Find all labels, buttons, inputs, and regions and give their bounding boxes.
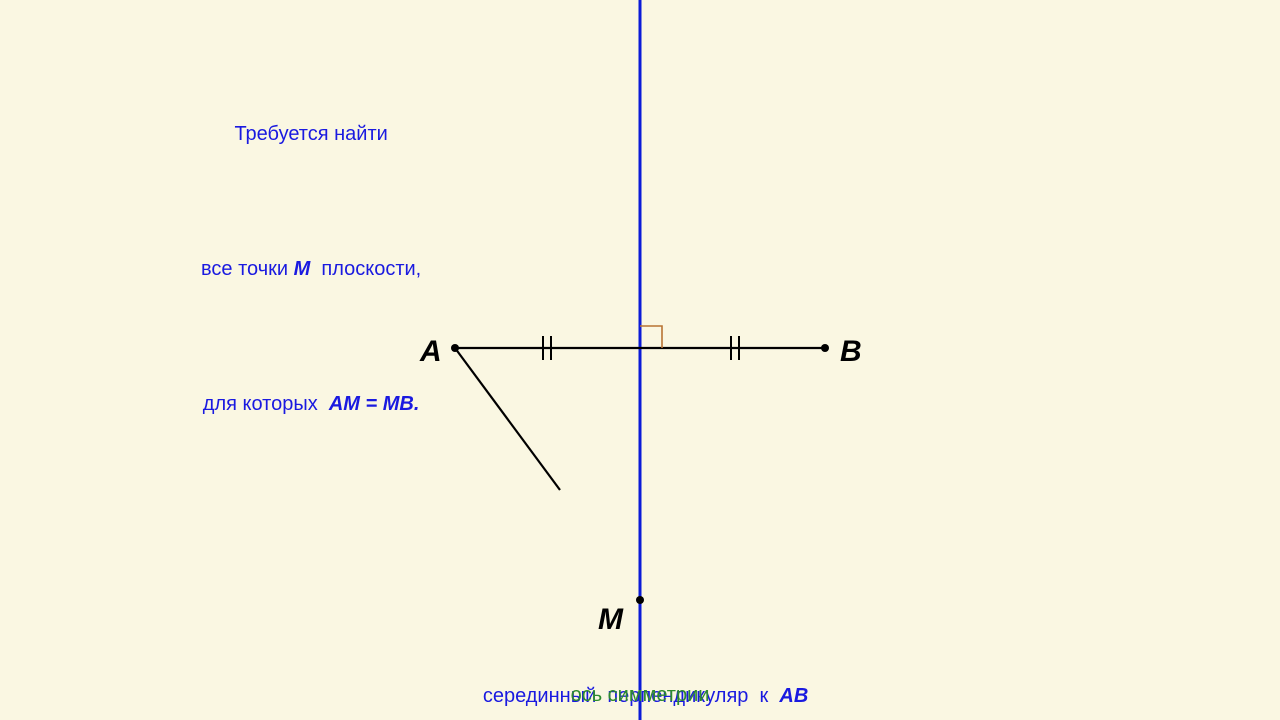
point-A	[451, 344, 459, 352]
label-M: М	[598, 600, 623, 641]
task-line2-pre: все точки	[201, 258, 294, 280]
task-line2-post: плоскости,	[310, 258, 421, 280]
caption-line1-em: АВ	[779, 685, 808, 707]
task-text-block: Требуется найти все точки М плоскости, д…	[150, 40, 450, 472]
task-line3-em: АМ = МВ.	[329, 393, 420, 415]
task-line1: Требуется найти	[234, 123, 387, 145]
task-line2-em: М	[294, 258, 311, 280]
point-M	[636, 596, 644, 604]
label-B: В	[840, 332, 862, 373]
point-B	[821, 344, 829, 352]
label-A: А	[420, 332, 442, 373]
task-line3-pre: для которых	[203, 393, 329, 415]
caption-line2: ось симметрии	[571, 682, 710, 709]
